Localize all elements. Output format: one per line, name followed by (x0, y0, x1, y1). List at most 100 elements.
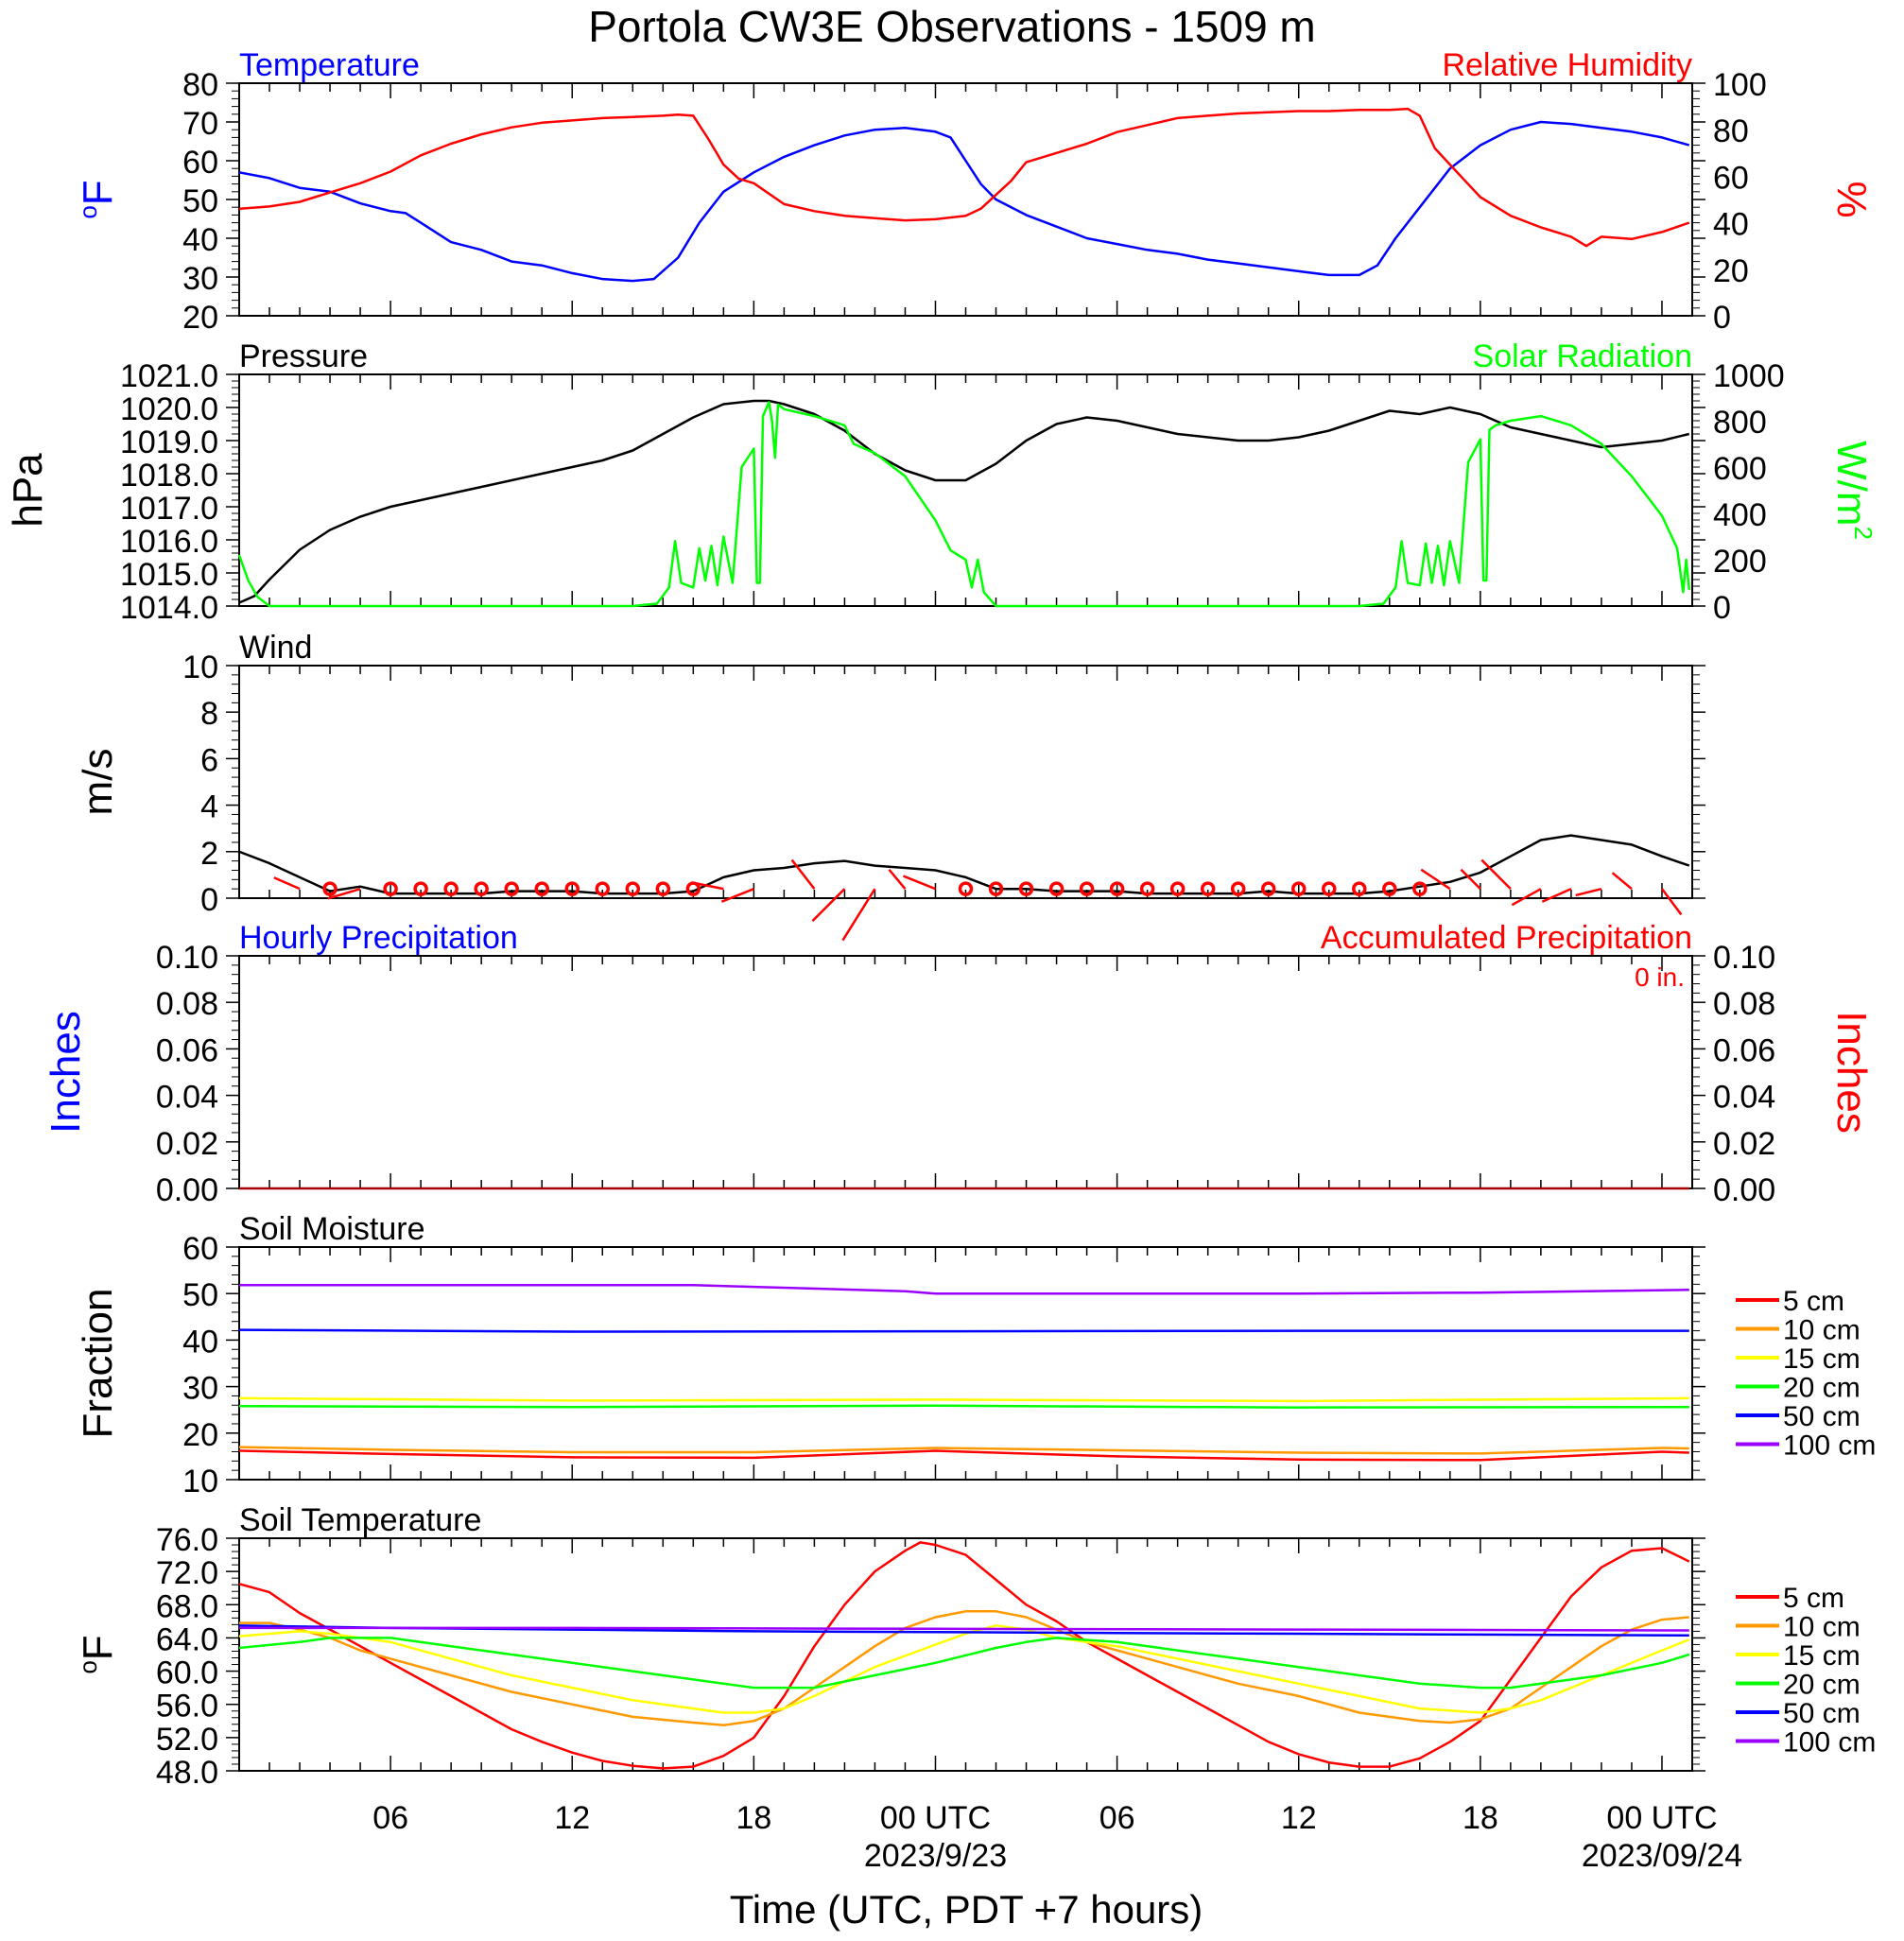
y-tick-label-left: 60 (182, 1231, 218, 1267)
y-tick-label-right: 40 (1713, 207, 1749, 243)
y-tick-label-right: 20 (1713, 253, 1749, 289)
panel-title-right: Accumulated Precipitation (1321, 920, 1692, 956)
wind-barb (1541, 888, 1572, 903)
legend-item: 20 cm (1783, 1373, 1861, 1404)
wind-barb (841, 888, 876, 942)
y-tick-label-left: 1017.0 (120, 491, 218, 527)
y-tick-label-left: 50 (182, 183, 218, 219)
panel-soil-moisture: 60 50 40 30 20 10 Soil Moisture Fraction 5 cm10 … (75, 1211, 1876, 1499)
y-tick-label-right: 0.06 (1713, 1032, 1775, 1068)
wind-calm-marker (504, 881, 519, 896)
x-tick-label: 12 (554, 1800, 590, 1836)
y-tick-label-left: 20 (182, 300, 218, 336)
y-axis-label-left: oF (74, 1635, 121, 1673)
y-tick-label-left: 1019.0 (120, 425, 218, 460)
wind-calm-marker (1200, 881, 1216, 896)
y-tick-label-left: 52.0 (156, 1722, 218, 1758)
y-tick-label-right: 0 (1713, 590, 1731, 626)
wind-barb (903, 875, 936, 891)
y-tick-label-right: 0.00 (1713, 1172, 1775, 1208)
x-tick-label: 06 (1099, 1800, 1135, 1836)
wind-calm-marker (413, 881, 428, 896)
y-axis-label-left: Fraction (75, 1289, 121, 1439)
y-axis-label-left: m/s (75, 749, 121, 816)
wind-calm-marker (1230, 881, 1246, 896)
y-tick-label-left: 56.0 (156, 1689, 218, 1724)
y-tick-label-right: 0.02 (1713, 1126, 1775, 1162)
panel-pressure-solar: 1021.01020.01019.01018.01017.01016.01015… (5, 338, 1878, 626)
y-tick-label-left: 72.0 (156, 1555, 218, 1591)
wind-barb (720, 887, 754, 903)
series-line-20-cm (238, 1637, 1690, 1690)
y-tick-label-left: 60.0 (156, 1655, 218, 1691)
y-tick-label-left: 0.00 (156, 1172, 218, 1208)
wind-barb (327, 887, 361, 900)
y-tick-label-right: 400 (1713, 497, 1767, 533)
y-tick-label-left: 1018.0 (120, 458, 218, 494)
y-tick-label-left: 40 (182, 1324, 218, 1360)
wind-calm-marker (655, 881, 671, 896)
legend-item: 100 cm (1783, 1430, 1876, 1462)
panel-title-left: Pressure (239, 338, 368, 374)
y-tick-label-right: 60 (1713, 160, 1749, 196)
wind-calm-marker (1018, 881, 1034, 896)
panel-title-left: Temperature (239, 47, 420, 83)
x-tick-label: 12 (1281, 1800, 1317, 1836)
y-tick-label-right: 0 (1713, 300, 1731, 336)
y-tick-label-left: 10 (182, 650, 218, 685)
legend-item: 15 cm (1783, 1640, 1861, 1672)
y-axis-label-left: hPa (5, 453, 51, 528)
x-tick-label: 18 (736, 1800, 771, 1836)
panel-soil-temperature: 76.072.068.064.060.056.052.048.0 Soil Tem… (74, 1502, 1876, 1791)
wind-calm-marker (1412, 881, 1428, 896)
y-tick-label-left: 48.0 (156, 1755, 218, 1791)
y-tick-label-left: 20 (182, 1417, 218, 1453)
y-axis-label-right: % (1828, 181, 1875, 217)
y-tick-label-right: 80 (1713, 113, 1749, 149)
y-tick-label-right: 0.10 (1713, 940, 1775, 976)
y-tick-label-left: 0.06 (156, 1032, 218, 1068)
legend-item: 50 cm (1783, 1401, 1861, 1432)
y-tick-label-left: 0.02 (156, 1126, 218, 1162)
wind-calm-marker (595, 881, 610, 896)
series-line-100-cm (239, 1626, 1689, 1632)
wind-calm-marker (534, 881, 549, 896)
legend-item: 10 cm (1783, 1315, 1861, 1346)
y-axis-label-right: W/m2 (1828, 441, 1878, 540)
y-tick-label-right: 0.04 (1713, 1080, 1775, 1116)
panel-title-left: Hourly Precipitation (239, 920, 518, 956)
figure-title: Portola CW3E Observations - 1509 m (588, 2, 1316, 51)
y-tick-label-left: 60 (182, 145, 218, 181)
panel-title-left: Soil Temperature (239, 1502, 481, 1538)
y-axis-label-right: Inches (1828, 1011, 1875, 1134)
legend-item: 50 cm (1783, 1698, 1861, 1729)
legend-item: 15 cm (1783, 1343, 1861, 1375)
y-tick-label-right: 0.08 (1713, 986, 1775, 1022)
wind-calm-marker (1290, 881, 1307, 896)
wind-calm-marker (1079, 881, 1095, 896)
wind-calm-marker (1352, 881, 1367, 896)
wind-barb (1460, 868, 1481, 891)
y-tick-label-left: 64.0 (156, 1621, 218, 1657)
wind-barb (811, 888, 846, 923)
y-tick-label-left: 80 (182, 67, 218, 103)
y-tick-label-left: 76.0 (156, 1522, 218, 1558)
wind-barb (1480, 858, 1512, 891)
series-line-5-cm (238, 1449, 1689, 1462)
y-tick-label-left: 70 (182, 106, 218, 142)
series-line-20-cm (238, 1404, 1689, 1409)
y-tick-label-left: 0.04 (156, 1080, 218, 1116)
series-line-15-cm (238, 1396, 1689, 1403)
wind-calm-marker (1139, 881, 1155, 896)
wind-calm-marker (958, 881, 974, 896)
panel-title-right: Solar Radiation (1473, 338, 1692, 374)
wind-calm-marker (1260, 881, 1276, 896)
y-tick-label-left: 4 (200, 789, 218, 825)
y-tick-label-left: 30 (182, 1371, 218, 1407)
panel-frame (238, 955, 1693, 1189)
wind-barb (691, 881, 724, 891)
